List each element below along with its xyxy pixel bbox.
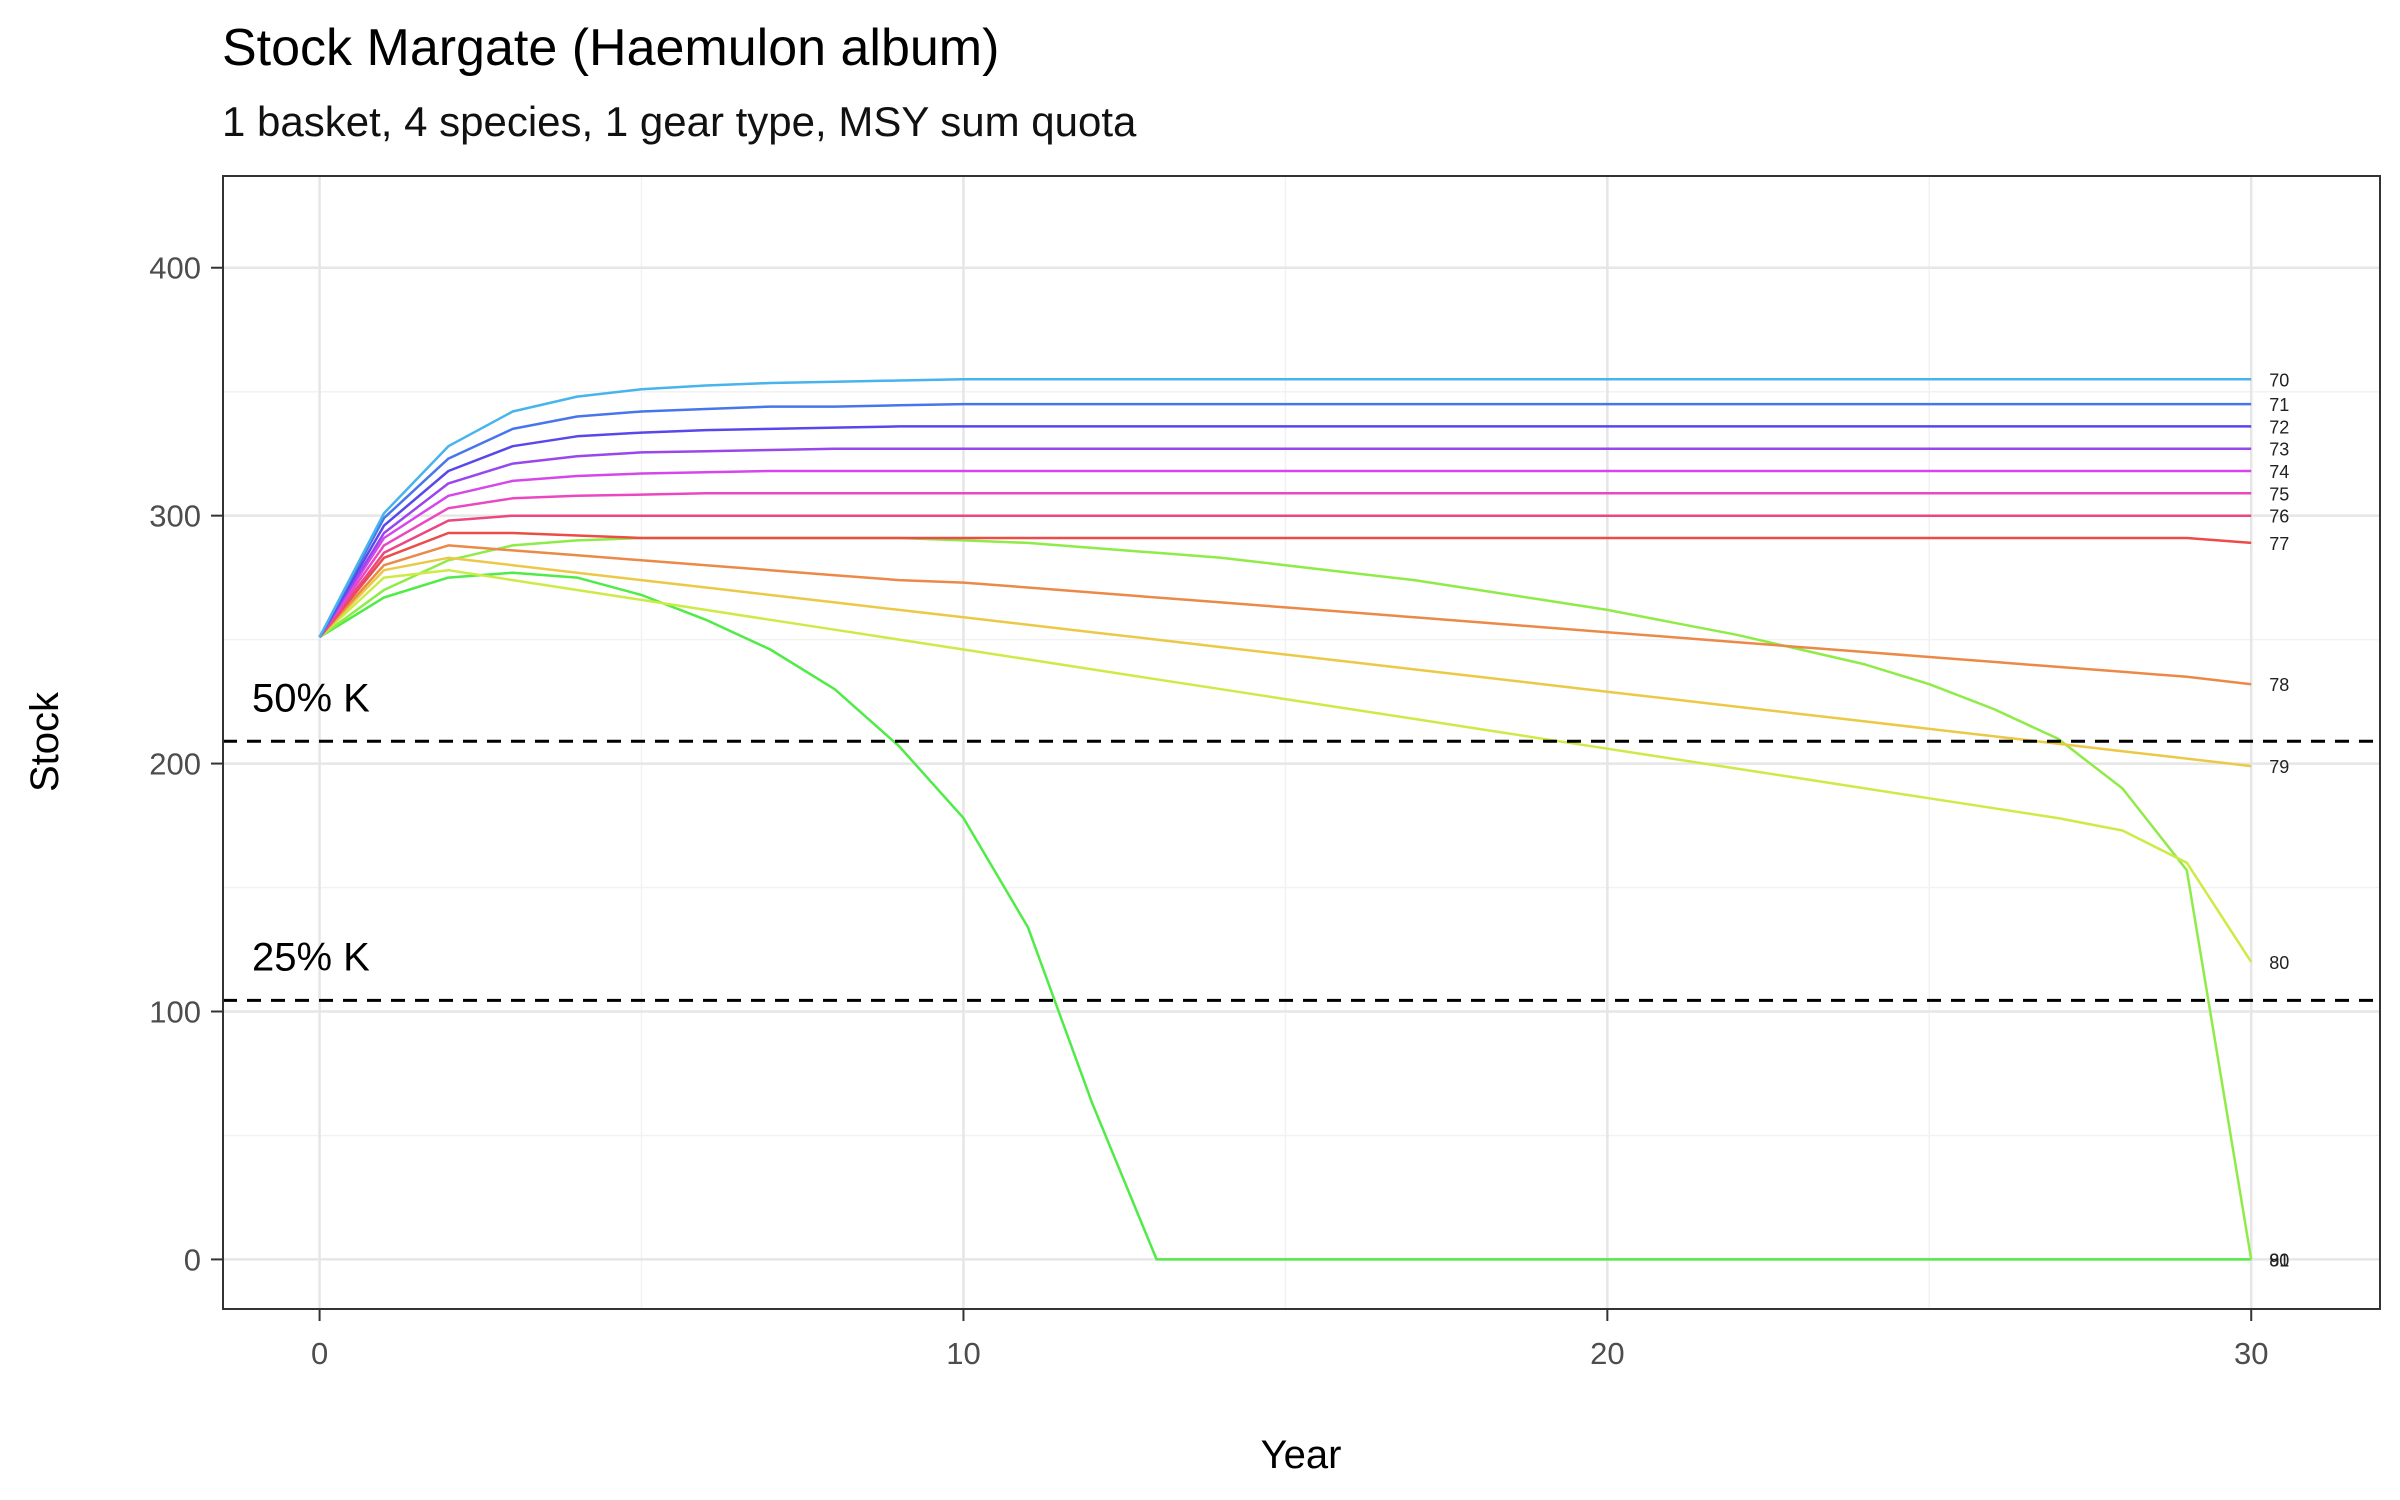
- end-label-70: 70: [2269, 370, 2289, 390]
- end-label-90: 90: [2269, 1250, 2289, 1270]
- end-label-73: 73: [2269, 440, 2289, 460]
- chart-subtitle: 1 basket, 4 species, 1 gear type, MSY su…: [222, 98, 1137, 145]
- series-line-74: [318, 469, 2252, 638]
- y-tick-label: 400: [149, 251, 201, 286]
- end-label-72: 72: [2269, 417, 2289, 437]
- end-label-81: 81: [2269, 1250, 2289, 1270]
- series-line-80: [318, 568, 2253, 963]
- series-line-78: [318, 544, 2252, 686]
- series-layer: [318, 378, 2253, 1261]
- y-axis-title: Stock: [23, 691, 67, 792]
- x-tick-label: 10: [946, 1336, 980, 1371]
- y-tick-label: 0: [184, 1242, 201, 1277]
- x-tick-label: 20: [1590, 1336, 1624, 1371]
- reference-lines: 50% K 25% K: [223, 676, 2380, 1002]
- plot-panel-border: [222, 175, 2381, 1310]
- series-line-72: [318, 425, 2252, 638]
- series-line-71: [318, 402, 2252, 638]
- reference-label-0: 50% K: [252, 676, 370, 720]
- y-tick-label: 100: [149, 994, 201, 1029]
- series-line-77: [318, 531, 2252, 638]
- end-label-79: 79: [2269, 757, 2289, 777]
- end-label-75: 75: [2269, 484, 2289, 504]
- y-tick-label: 200: [149, 747, 201, 782]
- reference-label-1: 25% K: [252, 935, 370, 979]
- chart-title: Stock Margate (Haemulon album): [222, 19, 1000, 77]
- end-label-71: 71: [2269, 395, 2289, 415]
- end-label-77: 77: [2269, 534, 2289, 554]
- x-tick-label: 0: [311, 1336, 328, 1371]
- series-line-70: [318, 378, 2252, 638]
- series-line-79: [318, 556, 2252, 768]
- series-line-75: [318, 492, 2252, 638]
- series-line-73: [318, 447, 2252, 638]
- end-label-80: 80: [2269, 953, 2289, 973]
- x-tick-label: 30: [2234, 1336, 2268, 1371]
- end-label-76: 76: [2269, 507, 2289, 527]
- series-line-90: [318, 571, 2252, 1261]
- end-label-74: 74: [2269, 462, 2289, 482]
- series-line-76: [318, 514, 2252, 638]
- y-tick-label: 300: [149, 499, 201, 534]
- x-axis-title: Year: [1261, 1433, 1342, 1477]
- end-label-78: 78: [2269, 675, 2289, 695]
